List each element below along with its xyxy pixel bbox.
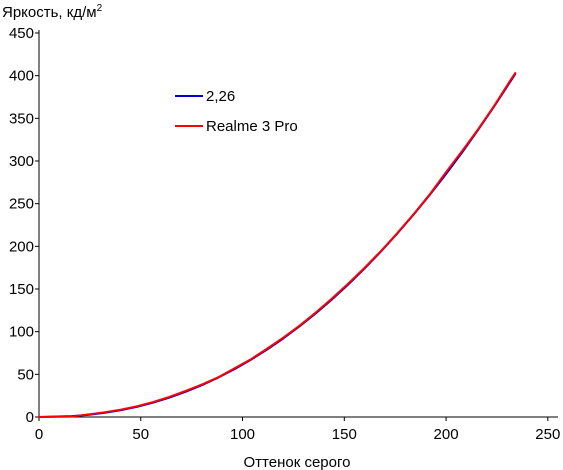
x-axis-title: Оттенок серого (244, 454, 351, 470)
y-axis-title-superscript: 2 (97, 3, 103, 14)
x-tick-label: 0 (35, 426, 43, 443)
series-line-2 (38, 72, 517, 418)
axes: 0 50 100 150 200 250 300 350 400 450 0 50 100 150 200 2… (9, 25, 560, 443)
x-tick-label: 50 (132, 426, 149, 443)
y-tick-label: 400 (9, 68, 34, 85)
y-tick-label: 350 (9, 110, 34, 127)
y-tick-label: 250 (9, 196, 34, 213)
x-tick-label: 250 (535, 426, 560, 443)
y-tick-label: 50 (17, 366, 34, 383)
series-layer (38, 72, 517, 418)
y-tick-label: 450 (9, 25, 34, 42)
y-axis-title: Яркость, кд/м2 (2, 3, 103, 21)
x-tick-label: 200 (434, 426, 459, 443)
legend-label-1: 2,26 (206, 88, 235, 105)
y-tick-label: 300 (9, 153, 34, 170)
legend: 2,26 Realme 3 Pro (175, 88, 298, 135)
x-tick-label: 150 (332, 426, 357, 443)
y-tick-label: 150 (9, 281, 34, 298)
x-tick-label: 100 (230, 426, 255, 443)
y-tick-label: 200 (9, 238, 34, 255)
legend-label-2: Realme 3 Pro (206, 118, 298, 135)
y-axis-title-text: Яркость, кд/м (2, 4, 97, 21)
y-tick-label: 0 (26, 409, 34, 426)
y-tick-label: 100 (9, 324, 34, 341)
